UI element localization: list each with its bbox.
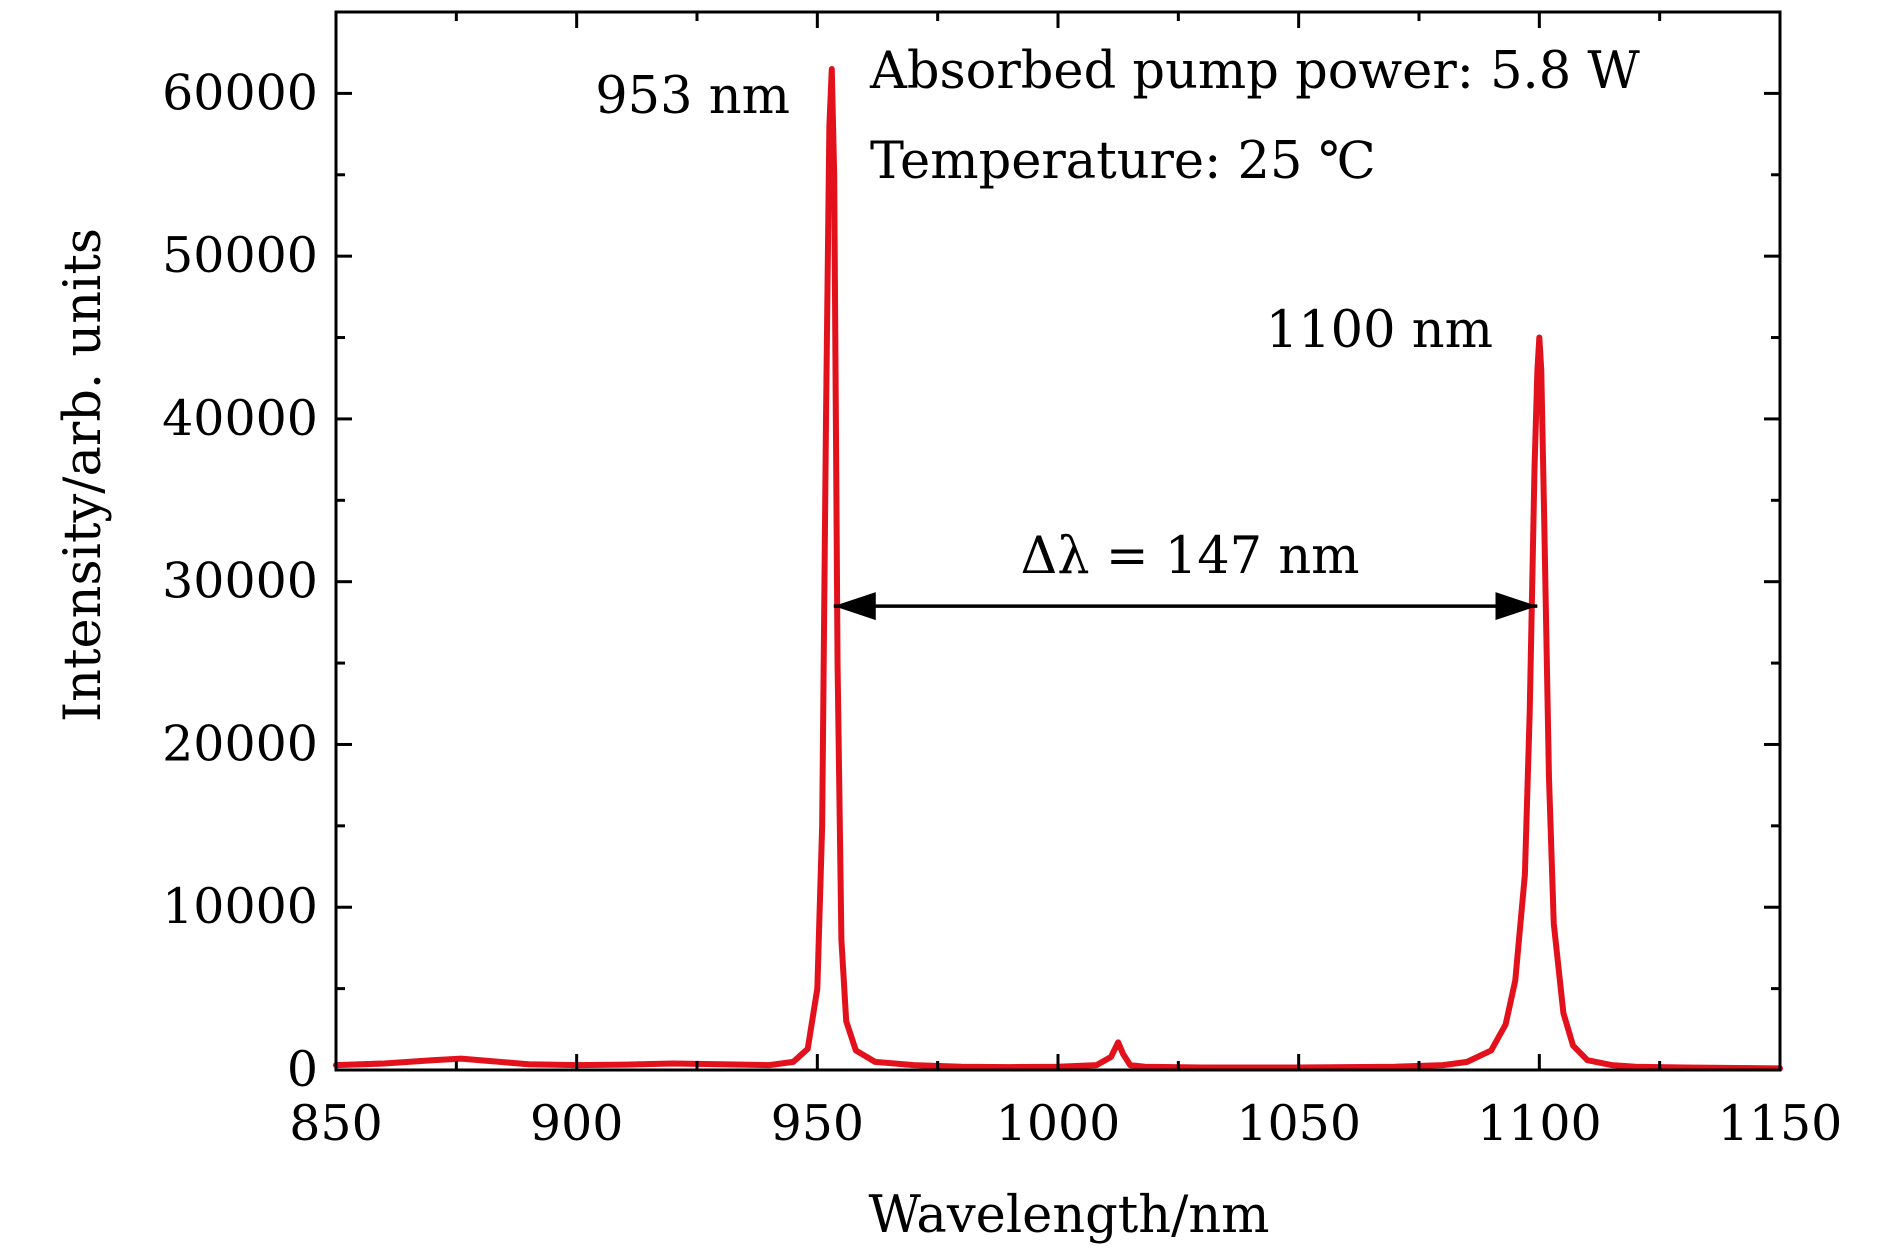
y-tick-label: 50000 [162,227,318,284]
y-tick-label: 20000 [162,715,318,772]
x-tick-label: 1000 [996,1095,1121,1152]
x-tick-label: 850 [289,1095,383,1152]
y-tick-label: 30000 [162,553,318,610]
pump-power-annotation: Absorbed pump power: 5.8 W [869,42,1640,101]
x-tick-label: 900 [530,1095,624,1152]
x-tick-label: 1100 [1477,1095,1602,1152]
y-axis-title: Intensity/arb. units [54,228,113,722]
peak-label-953: 953 nm [595,67,790,126]
y-tick-label: 60000 [162,64,318,121]
plot-area: 850 900 950 1000 1050 1100 1150 0 10000 20000 3000… [162,10,1843,1152]
x-tick-label: 1150 [1718,1095,1843,1152]
delta-lambda-label: Δλ = 147 nm [1020,527,1359,586]
y-tick-label: 10000 [162,878,318,935]
temperature-annotation: Temperature: 25 ℃ [870,132,1376,191]
x-tick-label: 1050 [1236,1095,1361,1152]
spectrum-line [333,65,1783,1072]
x-axis-title: Wavelength/nm [868,1186,1269,1245]
y-tick-label: 0 [287,1041,318,1098]
x-tick-label: 950 [771,1095,865,1152]
peak-label-1100: 1100 nm [1266,301,1493,360]
y-tick-label: 40000 [162,390,318,447]
